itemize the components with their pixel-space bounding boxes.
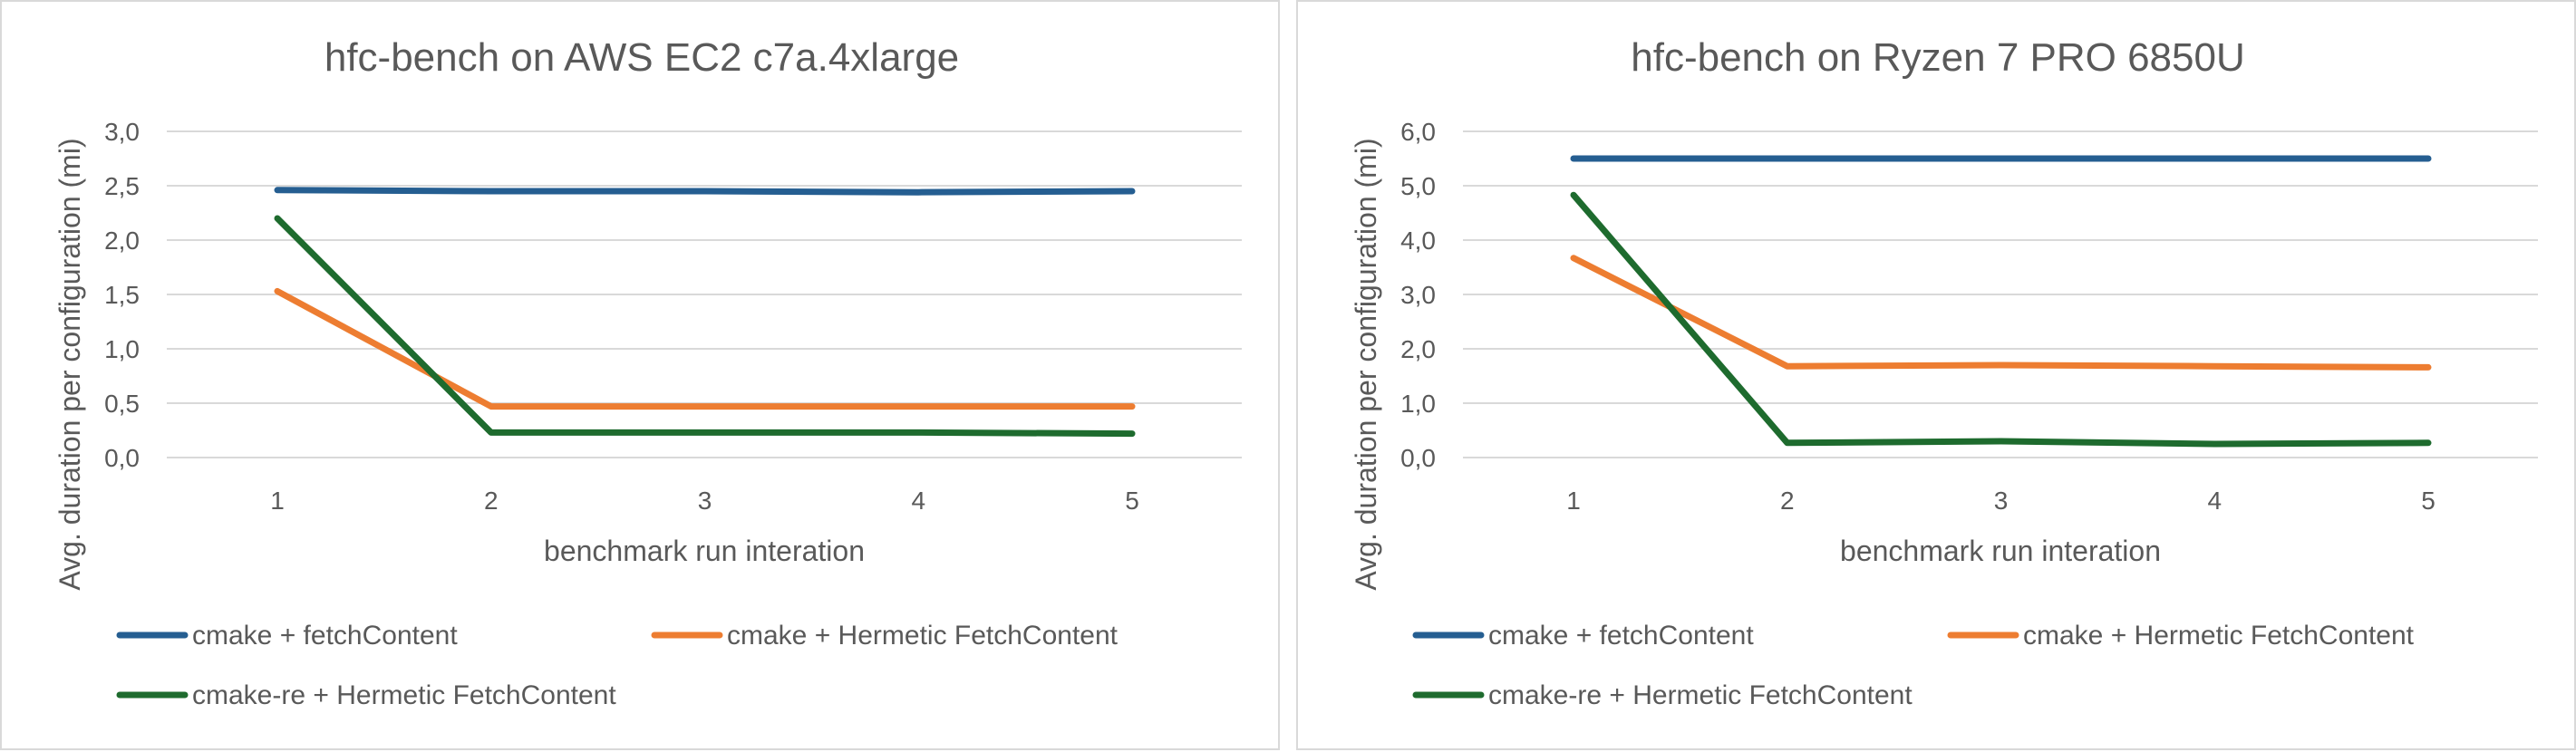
x-tick-label: 5	[1125, 487, 1139, 515]
x-axis-label: benchmark run interation	[544, 535, 865, 567]
y-tick-label: 0,0	[104, 444, 140, 472]
chart-panel-aws: hfc-bench on AWS EC2 c7a.4xlarge 0,0 0,5 1,…	[0, 0, 1280, 750]
y-tick-label: 2,5	[104, 172, 140, 200]
y-tick-label: 1,0	[104, 335, 140, 363]
y-tick-label: 2,0	[1400, 335, 1436, 363]
x-tick-label: 1	[270, 487, 285, 515]
legend-label: cmake-re + Hermetic FetchContent	[1488, 680, 1913, 710]
y-tick-label: 3,0	[104, 118, 140, 146]
x-tick-label: 3	[1994, 487, 2009, 515]
y-tick-label: 3,0	[1400, 281, 1436, 309]
y-tick-label: 5,0	[1400, 172, 1436, 200]
series-line	[274, 287, 1136, 410]
legend-label: cmake + fetchContent	[192, 621, 458, 651]
y-axis-label: Avg. duration per configuration (mi)	[53, 138, 86, 590]
series-line	[1570, 191, 2432, 448]
y-tick-label: 2,0	[104, 227, 140, 255]
series-line	[1570, 255, 2432, 371]
chart-title: hfc-bench on Ryzen 7 PRO 6850U	[1631, 35, 2245, 80]
chart-aws: hfc-bench on AWS EC2 c7a.4xlarge 0,0 0,5 1,…	[53, 35, 1242, 710]
series-line	[274, 187, 1136, 196]
y-tick-label: 6,0	[1400, 118, 1436, 146]
x-tick-label: 2	[1780, 487, 1795, 515]
y-tick-label: 1,0	[1400, 390, 1436, 418]
chart-panel-ryzen: hfc-bench on Ryzen 7 PRO 6850U 0,0 1,0 2,0 3…	[1296, 0, 2576, 750]
x-tick-label: 3	[698, 487, 712, 515]
x-tick-label: 4	[911, 487, 925, 515]
chart-title: hfc-bench on AWS EC2 c7a.4xlarge	[324, 35, 959, 80]
x-axis-label: benchmark run interation	[1840, 535, 2161, 567]
legend-label: cmake + Hermetic FetchContent	[2023, 621, 2415, 651]
chart-ryzen: hfc-bench on Ryzen 7 PRO 6850U 0,0 1,0 2,0 3…	[1350, 35, 2538, 710]
legend-label: cmake + Hermetic FetchContent	[727, 621, 1119, 651]
x-tick-label: 4	[2207, 487, 2222, 515]
x-tick-label: 2	[484, 487, 499, 515]
y-tick-label: 0,5	[104, 390, 140, 418]
legend-label: cmake-re + Hermetic FetchContent	[192, 680, 616, 710]
y-axis-label: Avg. duration per configuration (mi)	[1350, 138, 1382, 590]
y-tick-label: 4,0	[1400, 227, 1436, 255]
y-tick-label: 0,0	[1400, 444, 1436, 472]
y-tick-label: 1,5	[104, 281, 140, 309]
legend-label: cmake + fetchContent	[1488, 621, 1754, 651]
x-tick-label: 1	[1566, 487, 1581, 515]
x-tick-label: 5	[2421, 487, 2436, 515]
series-line	[274, 215, 1136, 438]
